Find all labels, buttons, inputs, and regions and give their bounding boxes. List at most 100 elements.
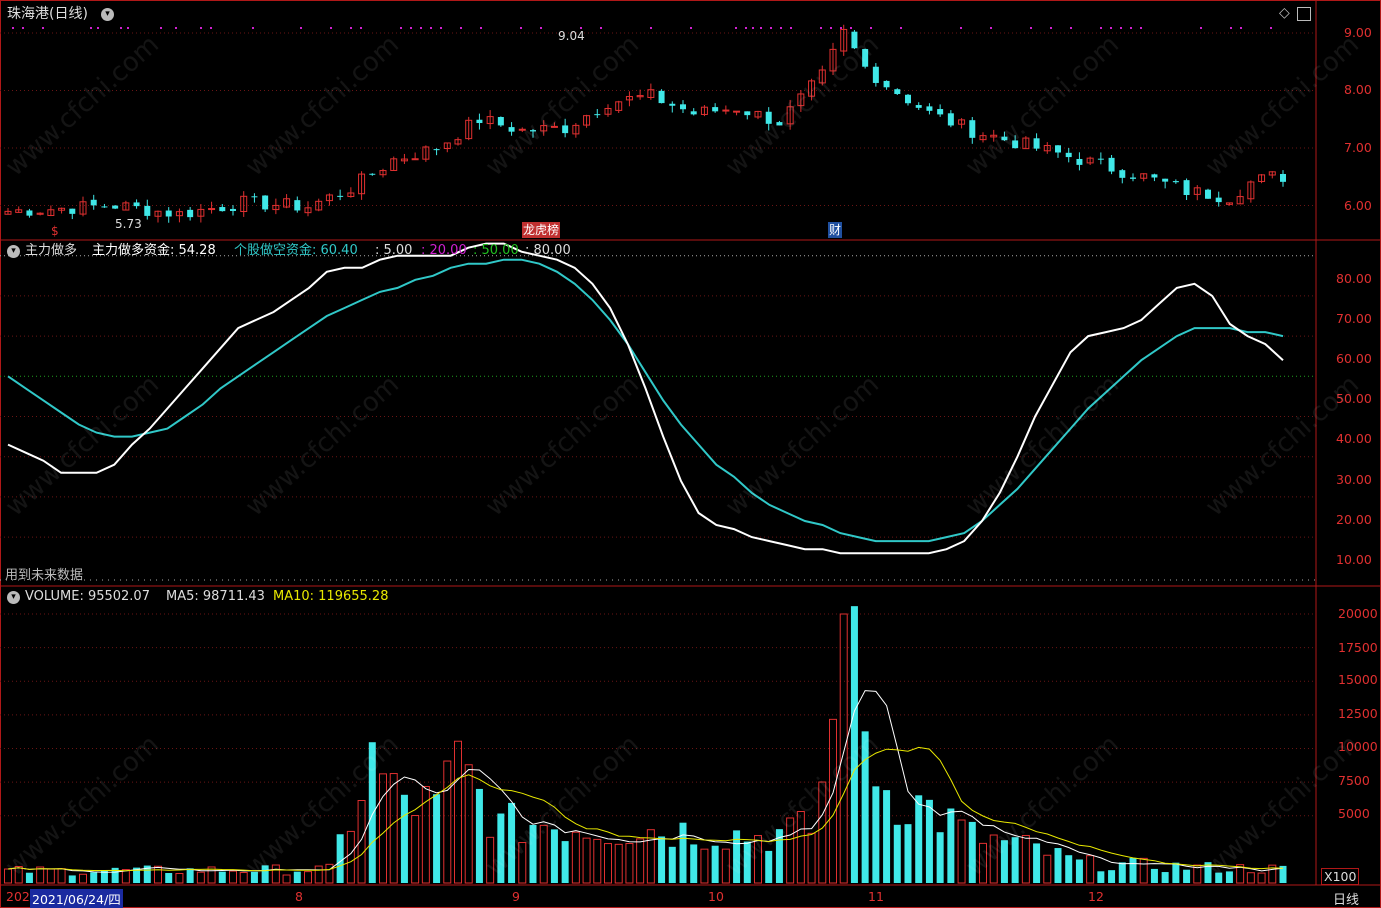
volume-bar-down (861, 731, 869, 883)
volume-bar-down (1033, 843, 1041, 883)
indicator-level-5: : 5.00 (375, 243, 413, 258)
volume-bar-down (1075, 859, 1083, 883)
event-dot (1270, 27, 1272, 29)
indicator-line1-label: 主力做多资金: 54.28 (92, 243, 216, 258)
candle-down (144, 205, 151, 216)
volume-bar-down (400, 794, 408, 883)
price-axis-label: 6.00 (1344, 198, 1372, 213)
event-dot (735, 27, 737, 29)
indicator-name[interactable]: 主力做多 (25, 243, 78, 258)
event-dot (400, 27, 402, 29)
volume-bar-down (433, 794, 441, 883)
candle-up (818, 69, 826, 84)
candle-down (1076, 158, 1083, 165)
candle-up (58, 207, 66, 211)
dropdown-icon[interactable]: ▾ (101, 8, 114, 21)
price-axis-label: 9.00 (1344, 25, 1372, 40)
candle-down (776, 122, 783, 126)
volume-bar-up (604, 843, 612, 884)
long-funds-line (7, 242, 1284, 555)
event-dot (1200, 27, 1202, 29)
volume-ma5-line (7, 690, 1284, 873)
indicator-dropdown-icon[interactable]: ▾ (7, 245, 20, 258)
indicator-axis-label: 70.00 (1336, 311, 1372, 326)
event-dot (90, 27, 92, 29)
candle-up (379, 170, 387, 176)
indicator-level-20: : 20.00 (421, 243, 467, 258)
volume-axis-label: 15000 (1338, 672, 1378, 687)
diamond-icon[interactable]: ◇ (1279, 5, 1290, 21)
candle-down (712, 107, 719, 112)
window-toggle-icon[interactable] (1297, 7, 1311, 21)
event-dot (350, 27, 352, 29)
indicator-level-50: : 50.00 (473, 243, 519, 258)
candle-down (1097, 158, 1104, 160)
candle-down (1183, 180, 1190, 196)
event-dot (790, 27, 792, 29)
candle-up (829, 48, 837, 72)
candle-up (1268, 171, 1276, 176)
volume-bar-up (14, 865, 23, 884)
candle-down (294, 200, 301, 211)
volume-bar-down (765, 850, 773, 883)
candle-up (583, 115, 591, 126)
event-dot (42, 27, 44, 29)
candle-down (497, 117, 504, 126)
volume-bar-up (389, 773, 398, 884)
event-dot (1050, 27, 1052, 29)
candle-down (1012, 140, 1019, 149)
candle-down (1280, 173, 1286, 182)
volume-bar-up (1246, 872, 1255, 884)
candle-up (722, 109, 730, 112)
volume-bar-down (218, 871, 226, 883)
volume-bar-down (1129, 857, 1137, 883)
longhubang-tag[interactable]: 龙虎榜 (522, 222, 561, 238)
volume-bar-down (733, 830, 741, 883)
s-tag[interactable]: $ (51, 224, 59, 238)
event-dot (760, 27, 762, 29)
indicator-axis-label: 30.00 (1336, 472, 1372, 487)
candle-up (958, 119, 966, 125)
event-dot (160, 27, 162, 29)
event-dot (420, 27, 422, 29)
volume-bar-up (443, 760, 452, 884)
volume-axis-label: 12500 (1338, 706, 1378, 721)
volume-bar-up (786, 817, 795, 884)
candle-up (486, 116, 494, 125)
volume-axis-label: 5000 (1338, 806, 1370, 821)
period-selector[interactable]: 日线 (1333, 893, 1360, 908)
volume-bar-up (957, 819, 966, 884)
volume-bar-down (165, 872, 173, 883)
event-dot (360, 27, 362, 29)
event-dot (1100, 27, 1102, 29)
volume-bar-up (1236, 864, 1245, 884)
event-dot (460, 27, 462, 29)
candle-up (390, 158, 398, 171)
candle-up (15, 209, 23, 213)
volume-bar-up (1021, 834, 1030, 884)
volume-bar-up (229, 870, 237, 884)
finance-tag[interactable]: 财 (828, 222, 843, 238)
candle-up (754, 110, 762, 118)
ma10-label: MA10: 119655.28 (273, 589, 389, 604)
indicator-axis-label: 60.00 (1336, 351, 1372, 366)
volume-bar-down (550, 829, 558, 883)
volume-bar-down (25, 872, 33, 883)
volume-bar-up (325, 863, 334, 884)
candle-down (862, 49, 869, 67)
stock-title[interactable]: 珠海港(日线) (7, 6, 88, 22)
event-dot (430, 27, 432, 29)
volume-dropdown-icon[interactable]: ▾ (7, 591, 20, 604)
event-dot (580, 27, 582, 29)
volume-bar-down (658, 836, 666, 883)
candle-down (947, 113, 954, 126)
candle-down (1215, 197, 1222, 203)
date-year-prefix: 202 (6, 889, 30, 904)
volume-bar-down (775, 829, 783, 883)
event-dot (745, 27, 747, 29)
volume-bar-down (1183, 869, 1191, 883)
volume-bar-down (1054, 848, 1062, 883)
event-dot (840, 27, 842, 29)
event-dot (252, 27, 254, 29)
